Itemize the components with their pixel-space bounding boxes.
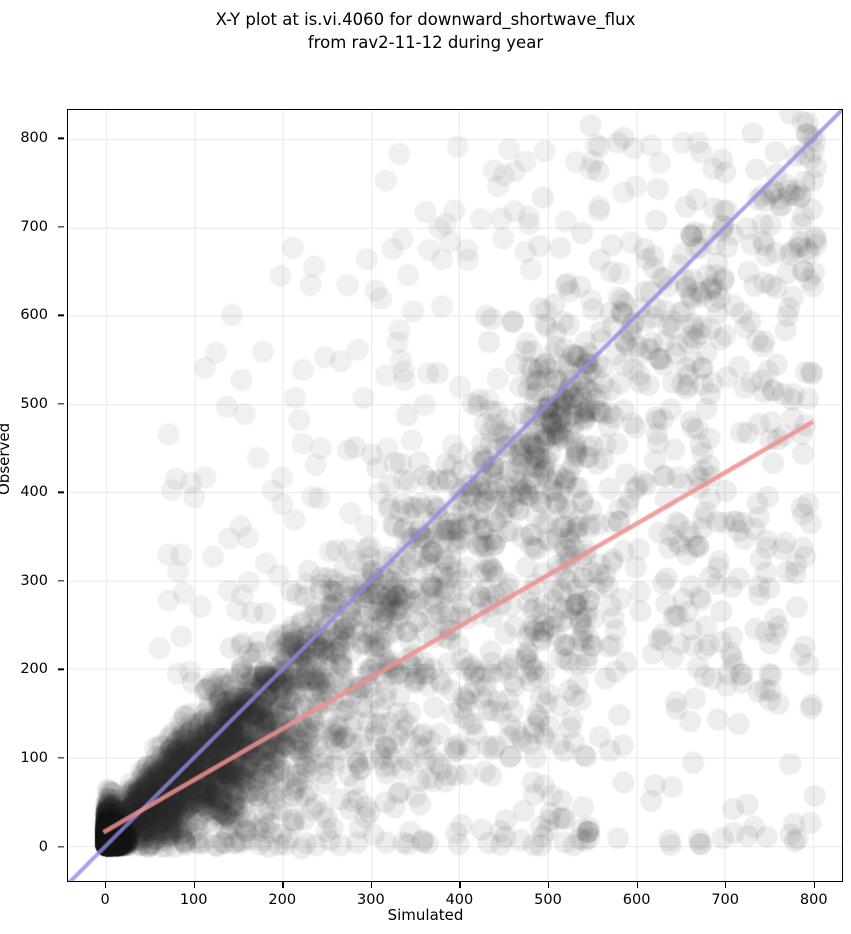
y-tick-mark [58,580,64,582]
y-tick-label: 800 [20,130,48,147]
x-tick-label: 400 [445,892,474,908]
y-tick-mark [58,668,64,671]
y-tick-label: 700 [20,218,48,235]
chart-title-line-1: X-Y plot at is.vi.4060 for downward_shor… [215,10,636,29]
x-tick-mark [105,882,107,888]
x-tick-mark [548,882,550,888]
y-tick-label: 600 [20,307,48,324]
x-tick-label: 700 [711,892,740,908]
x-tick-mark [459,882,461,888]
x-tick-label: 100 [179,892,208,908]
x-tick-label: 0 [100,892,110,908]
y-tick-label: 400 [20,484,48,501]
x-tick-mark [193,882,195,888]
x-tick-label: 600 [622,892,651,908]
x-tick-mark [636,882,638,888]
y-tick-label: 300 [20,572,48,589]
y-tick-label: 100 [20,750,48,767]
chart-title: X-Y plot at is.vi.4060 for downward_shor… [0,8,851,54]
y-tick-label: 0 [38,838,48,855]
y-axis-ticks: 0 100 200 300 400 500 600 700 800 [0,109,64,882]
x-axis-label: Simulated [387,906,464,924]
y-tick-mark [58,403,64,405]
chart-title-line-2: from rav2-11-12 during year [307,33,544,52]
y-tick-mark [58,845,64,848]
x-tick-mark [370,882,373,888]
y-tick-label: 500 [20,395,48,412]
x-axis-ticks: 0 100 200 300 400 500 600 700 800 [67,882,843,914]
y-tick-mark [58,137,64,139]
x-tick-mark [725,882,727,888]
x-tick-mark [282,882,284,888]
y-axis-label: Observed [0,422,13,495]
x-tick-mark [813,882,816,888]
plot-area[interactable] [67,109,843,882]
scatter-canvas [68,110,842,881]
x-tick-label: 800 [799,892,828,908]
y-tick-mark [58,757,64,759]
x-tick-label: 200 [268,892,297,908]
x-tick-label: 300 [357,892,385,908]
y-tick-mark [58,226,64,228]
x-tick-label: 500 [534,892,562,908]
y-tick-mark [58,314,64,316]
y-tick-mark [58,491,64,494]
y-tick-label: 200 [20,661,48,678]
